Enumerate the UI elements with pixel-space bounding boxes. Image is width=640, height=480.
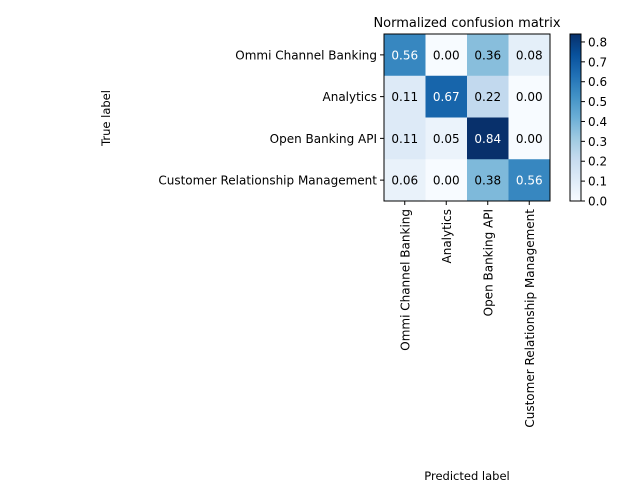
x-tick-label: Customer Relationship Management <box>523 209 537 428</box>
cell-value-label: 0.00 <box>433 48 460 62</box>
cell-value-label: 0.36 <box>474 48 501 62</box>
cell-value-label: 0.11 <box>391 132 418 146</box>
y-tick-label: Analytics <box>323 90 378 104</box>
cell-value-label: 0.56 <box>391 48 418 62</box>
cell-value-label: 0.00 <box>433 174 460 188</box>
cell-value-label: 0.38 <box>474 174 501 188</box>
plot-frame <box>383 33 551 202</box>
colorbar-tick-label: 0.0 <box>588 195 607 209</box>
cell-value-label: 0.67 <box>433 90 460 104</box>
heatmap-cell <box>425 34 468 77</box>
colorbar-frame <box>569 33 582 202</box>
cell-value-label: 0.11 <box>391 90 418 104</box>
heatmap-cell-labels: 0.56 0.00 0.36 0.08 0.11 0.67 0.22 0.00 0.11 0.05… <box>391 48 542 187</box>
x-tick-label: Open Banking API <box>481 209 495 316</box>
cell-value-label: 0.00 <box>516 132 543 146</box>
cell-value-label: 0.84 <box>474 132 501 146</box>
x-tick-label: Analytics <box>440 209 454 264</box>
cell-value-label: 0.05 <box>433 132 460 146</box>
colorbar-tick-label: 0.4 <box>588 115 607 129</box>
cell-value-label: 0.56 <box>516 174 543 188</box>
colorbar-ticks: 0.0 0.1 0.2 0.3 0.4 0.5 0.6 0.7 0.8 <box>581 35 607 209</box>
chart-title: Normalized confusion matrix <box>373 16 560 31</box>
cell-value-label: 0.22 <box>474 90 501 104</box>
heatmap-cell <box>467 34 509 77</box>
colorbar-tick-label: 0.3 <box>588 135 607 149</box>
y-axis-ticks: Ommi Channel Banking Analytics Open Bankin… <box>158 48 384 188</box>
cell-value-label: 0.08 <box>516 48 543 62</box>
heatmap-cell <box>425 117 468 160</box>
x-axis-label: Predicted label <box>424 469 509 480</box>
y-tick-label: Ommi Channel Banking <box>235 48 377 62</box>
x-axis-ticks: Ommi Channel Banking Analytics Open Bankin… <box>398 201 537 428</box>
colorbar-tick-label: 0.5 <box>588 95 607 109</box>
colorbar-tick-label: 0.7 <box>588 55 607 69</box>
heatmap-cell <box>467 117 509 160</box>
heatmap-cell <box>384 75 426 118</box>
colorbar-tick-label: 0.8 <box>588 35 607 49</box>
heatmap-cell <box>384 159 426 202</box>
heatmap-cell <box>467 75 509 118</box>
heatmap-cell <box>425 159 468 202</box>
cell-value-label: 0.00 <box>516 90 543 104</box>
y-tick-label: Open Banking API <box>270 132 377 146</box>
heatmap-cell <box>467 159 509 202</box>
y-axis-label: True label <box>99 90 113 147</box>
y-tick-label: Customer Relationship Management <box>158 174 377 188</box>
cell-value-label: 0.06 <box>391 174 418 188</box>
heatmap-cell <box>508 34 551 77</box>
x-tick-label: Ommi Channel Banking <box>398 209 412 351</box>
colorbar-tick-label: 0.6 <box>588 75 607 89</box>
heatmap-cell <box>508 75 551 118</box>
heatmap-cell <box>508 117 551 160</box>
heatmap-cells <box>384 34 551 202</box>
heatmap-cell <box>384 34 426 77</box>
colorbar-tick-label: 0.1 <box>588 175 607 189</box>
colorbar-tick-label: 0.2 <box>588 155 607 169</box>
heatmap-cell <box>425 75 468 118</box>
colorbar <box>570 34 581 201</box>
heatmap-cell <box>384 117 426 160</box>
heatmap-cell <box>508 159 551 202</box>
